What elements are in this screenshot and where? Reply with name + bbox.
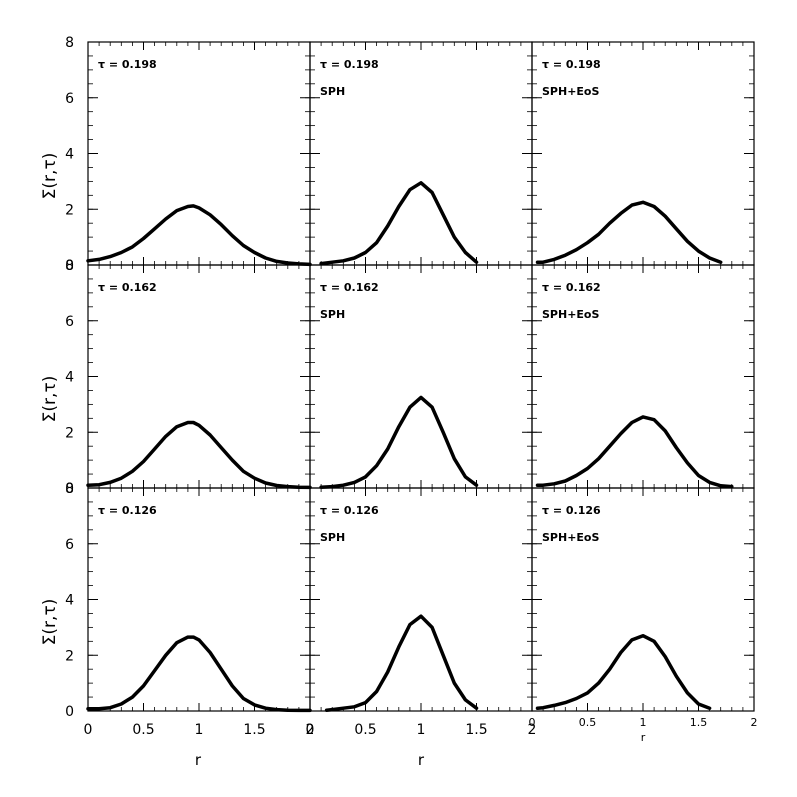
density-curve	[86, 204, 312, 267]
density-curve	[535, 633, 712, 710]
panel-frame	[87, 41, 311, 266]
panel-r2-c3: τ = 0.162 SPH+EoS	[531, 264, 755, 489]
y-tick-label: 4	[65, 370, 74, 386]
tau-label: τ = 0.126	[542, 504, 601, 517]
x-axis-label-col-1: r	[195, 751, 202, 769]
tau-label: τ = 0.162	[542, 281, 601, 294]
panel-frame	[531, 264, 755, 489]
y-tick-label: 2	[65, 648, 74, 664]
panel-r1-c3: τ = 0.198 SPH+EoS	[531, 41, 755, 266]
x-tick-label: 0	[84, 722, 93, 738]
x-tick-label: 1.5	[465, 722, 487, 738]
x-tick-label: 2	[306, 722, 315, 738]
x-tick-label: 1.5	[690, 716, 708, 729]
y-tick-label: 6	[65, 537, 74, 553]
y-tick-label: 6	[65, 314, 74, 330]
panel-frame	[531, 487, 755, 712]
y-tick-label: 0	[65, 258, 74, 274]
y-tick-label: 2	[65, 202, 74, 218]
x-tick-label: 0	[529, 716, 536, 729]
x-axis-labels: r r r	[195, 731, 646, 769]
x-tick-label: 1	[640, 716, 647, 729]
y-tick-label: 4	[65, 593, 74, 609]
panel-r1-c2: τ = 0.198 SPH	[309, 41, 533, 266]
tau-label: τ = 0.198	[542, 58, 601, 71]
x-axis-label-col-3: r	[641, 731, 646, 744]
y-tick-label: 0	[65, 481, 74, 497]
y-axis-label-row-2: Σ(r,τ)	[40, 376, 60, 423]
density-curve	[535, 415, 734, 489]
density-curve	[86, 420, 312, 490]
tau-label: τ = 0.198	[320, 58, 379, 71]
density-curve	[86, 635, 312, 713]
panel-r2-c2: τ = 0.162 SPH	[309, 264, 533, 489]
panel-frame	[531, 41, 755, 266]
y-axis-label-row-3: Σ(r,τ)	[40, 599, 60, 646]
panel-r3-c3: 0 0.5 1 1.5 2 τ = 0.126 SPH+EoS	[529, 487, 758, 729]
y-tick-label: 8	[65, 35, 74, 51]
y-axis-label-row-1: Σ(r,τ)	[40, 153, 60, 200]
method-label: SPH	[320, 531, 345, 544]
y-tick-label: 6	[65, 91, 74, 107]
tau-label: τ = 0.126	[320, 504, 379, 517]
method-label: SPH+EoS	[542, 85, 599, 98]
y-axis-labels: Σ(r,τ) Σ(r,τ) Σ(r,τ)	[40, 153, 60, 646]
method-label: SPH	[320, 308, 345, 321]
density-curve	[319, 395, 479, 489]
panel-frame	[87, 487, 311, 712]
tau-label: τ = 0.162	[320, 281, 379, 294]
y-tick-label: 8	[65, 258, 74, 274]
density-curve	[319, 181, 479, 266]
panel-frame	[87, 264, 311, 489]
y-tick-label: 4	[65, 147, 74, 163]
y-tick-label: 0	[65, 704, 74, 720]
y-tick-label: 2	[65, 425, 74, 441]
tau-label: τ = 0.198	[98, 58, 157, 71]
y-tick-label: 8	[65, 481, 74, 497]
x-tick-label: 2	[751, 716, 758, 729]
method-label: SPH+EoS	[542, 531, 599, 544]
panel-frame	[309, 487, 533, 712]
method-label: SPH	[320, 85, 345, 98]
panel-r1-c1: 0 2 4 6 8 τ = 0.198	[65, 35, 312, 274]
panel-frame	[309, 41, 533, 266]
x-tick-label: 0.5	[354, 722, 376, 738]
x-tick-label: 1	[195, 722, 204, 738]
panel-r3-c2: 0 0.5 1 1.5 2 τ = 0.126 SPH	[306, 487, 537, 738]
x-tick-label: 0.5	[579, 716, 597, 729]
x-axis-label-col-2: r	[418, 751, 425, 769]
x-tick-label: 2	[528, 722, 537, 738]
method-label: SPH+EoS	[542, 308, 599, 321]
tau-label: τ = 0.162	[98, 281, 157, 294]
x-tick-label: 1	[417, 722, 426, 738]
density-curve	[324, 614, 479, 712]
x-tick-label: 1.5	[243, 722, 265, 738]
panel-r2-c1: 0 2 4 6 8 τ = 0.162	[65, 258, 312, 497]
panel-frame	[309, 264, 533, 489]
density-curve	[535, 200, 723, 264]
x-tick-label: 0.5	[132, 722, 154, 738]
x-tick-label: 0	[306, 722, 315, 738]
tau-label: τ = 0.126	[98, 504, 157, 517]
